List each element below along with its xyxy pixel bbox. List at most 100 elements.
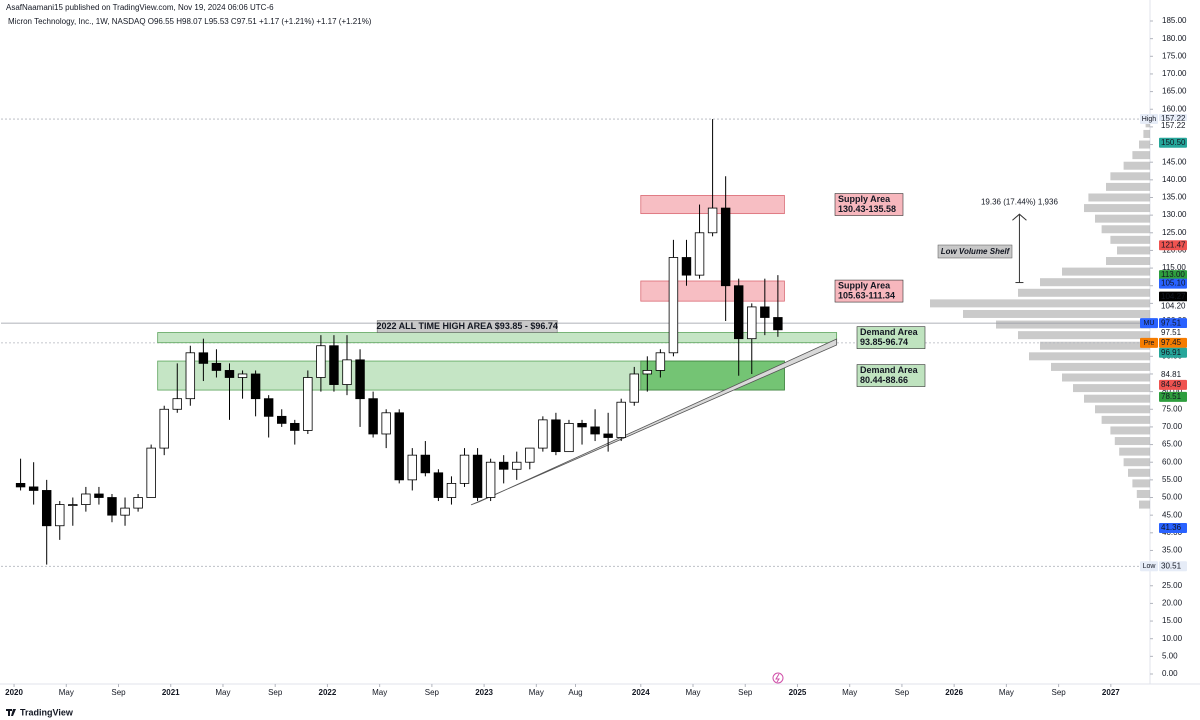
volume-profile-bar xyxy=(1139,140,1150,149)
y-tick-label: 115.00 xyxy=(1162,263,1186,272)
candle-body xyxy=(420,454,431,474)
candle-body xyxy=(668,257,679,354)
candle-body xyxy=(94,493,104,498)
y-tick-label: 130.00 xyxy=(1162,210,1187,219)
y-tick-label: 70.00 xyxy=(1162,422,1183,431)
x-tick-label: May xyxy=(59,688,74,697)
price-badge-label: 105.10 xyxy=(1161,279,1186,288)
price-tag-box xyxy=(1140,318,1158,329)
x-tick-label: Sep xyxy=(111,688,126,697)
lightning-icon xyxy=(772,672,784,684)
volume-profile-bar xyxy=(1040,341,1150,350)
zone xyxy=(640,280,785,302)
price-badge-label: 104.27 xyxy=(1161,292,1186,301)
candle-body xyxy=(15,482,26,488)
price-badge xyxy=(1159,120,1187,131)
y-tick-label: 180.00 xyxy=(1162,34,1187,43)
volume-profile-bar xyxy=(1114,437,1150,446)
candle-body xyxy=(655,352,666,371)
zone-caption-box xyxy=(376,320,558,333)
volume-profile-bar xyxy=(1073,384,1150,393)
y-tick-label: 50.00 xyxy=(1162,493,1183,502)
candle-body xyxy=(459,454,470,484)
candle-body xyxy=(642,370,653,375)
y-tick-label: 65.00 xyxy=(1162,440,1183,449)
candle-body xyxy=(472,454,483,498)
candle-body xyxy=(720,207,731,287)
price-badge xyxy=(1159,240,1187,251)
candle-body xyxy=(133,497,143,509)
price-tag-box xyxy=(1140,337,1158,348)
volume-profile-bar xyxy=(1132,151,1150,160)
candle-body xyxy=(498,461,509,470)
candle-body xyxy=(681,257,692,276)
y-tick-label: 60.00 xyxy=(1162,457,1183,466)
candle-body xyxy=(512,461,522,470)
zone-label-name: Demand Area xyxy=(860,365,919,375)
candle-body xyxy=(734,285,744,340)
y-tick-label: 125.00 xyxy=(1162,228,1187,237)
price-badge xyxy=(1159,270,1187,281)
candle-body xyxy=(107,497,117,516)
candle-body xyxy=(159,408,169,449)
candle-body xyxy=(329,345,339,385)
zone-caption: 2022 ALL TIME HIGH AREA $93.85 - $96.74 xyxy=(376,321,557,331)
price-badge-label: 121.47 xyxy=(1161,240,1186,249)
price-tag: MU xyxy=(1144,320,1155,327)
price-badge-label: 97.45 xyxy=(1161,338,1182,347)
y-tick-label: 55.00 xyxy=(1162,475,1183,484)
volume-profile-bar xyxy=(963,309,1150,318)
candle-body xyxy=(342,359,352,385)
price-badge-label: 104.20 xyxy=(1161,301,1186,310)
zone-label-box xyxy=(834,279,904,303)
candle-body xyxy=(55,504,65,527)
volume-profile-bar xyxy=(1106,257,1150,266)
price-tag: High xyxy=(1142,116,1157,123)
price-badge xyxy=(1159,328,1187,339)
price-badge-label: 84.49 xyxy=(1161,380,1182,389)
y-tick-label: 5.00 xyxy=(1162,651,1178,660)
x-tick-label: 2027 xyxy=(1102,688,1120,697)
candle-body xyxy=(237,373,248,378)
volume-profile-bar xyxy=(1117,246,1150,255)
x-tick-label: Sep xyxy=(268,688,283,697)
candle-body xyxy=(68,504,78,506)
x-tick-label: 2023 xyxy=(475,688,493,697)
candle-body xyxy=(590,426,600,435)
candle-body xyxy=(694,232,705,276)
x-tick-label: Sep xyxy=(425,688,440,697)
volume-profile-bar xyxy=(1110,172,1150,181)
candle-body xyxy=(577,422,587,428)
zone-label-name: Supply Area xyxy=(838,194,891,204)
candle-body xyxy=(433,472,444,498)
volume-profile-bar xyxy=(1018,331,1150,340)
y-tick-label: 175.00 xyxy=(1162,51,1187,60)
price-badge xyxy=(1159,137,1187,148)
volume-profile-bar xyxy=(930,299,1150,308)
volume-profile-bar xyxy=(1119,447,1150,456)
x-tick-label: May xyxy=(529,688,544,697)
candle-body xyxy=(198,352,209,364)
volume-profile-bar xyxy=(1110,426,1150,435)
price-badge xyxy=(1159,523,1187,534)
y-tick-label: 10.00 xyxy=(1162,634,1183,643)
volume-profile-bar xyxy=(1088,193,1150,202)
x-tick-label: May xyxy=(215,688,230,697)
volume-profile-bar xyxy=(1136,489,1150,498)
volume-profile-bar xyxy=(1123,161,1150,170)
candle-body xyxy=(629,373,639,403)
y-tick-label: 35.00 xyxy=(1162,546,1183,555)
candle-body xyxy=(120,507,130,516)
volume-profile-bar xyxy=(1051,362,1150,371)
x-tick-label: 2026 xyxy=(945,688,963,697)
volume-profile-bar xyxy=(1101,415,1150,424)
candle-body xyxy=(224,370,235,378)
candle-body xyxy=(760,306,770,318)
x-tick-label: Sep xyxy=(738,688,753,697)
candle-body xyxy=(446,482,457,498)
y-tick-label: 160.00 xyxy=(1162,104,1187,113)
price-badge-label: 97.51 xyxy=(1161,328,1182,337)
candle-body xyxy=(394,412,404,481)
